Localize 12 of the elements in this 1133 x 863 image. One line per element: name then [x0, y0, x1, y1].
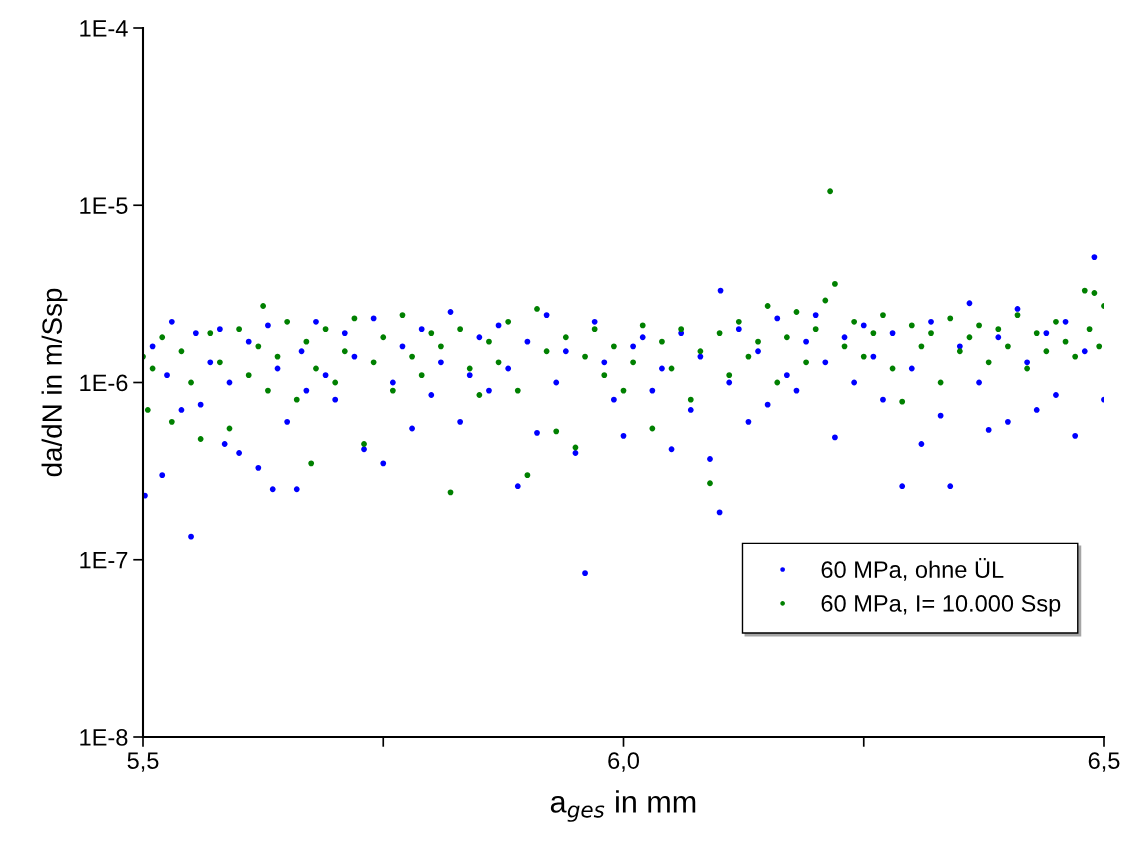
y-tick-label: 1E-6 [80, 374, 128, 392]
y-axis-title: da/dN in m/Ssp [41, 288, 68, 477]
y-tick-label: 1E-4 [80, 20, 128, 37]
y-tick-label: 1E-5 [80, 197, 128, 215]
x-tick-label: 5,5 [127, 752, 159, 772]
x-tick-label: 6,5 [1088, 752, 1120, 772]
y-tick-label: 1E-7 [80, 552, 128, 569]
x-axis-title: a$_{ges}$ in mm [550, 790, 696, 822]
legend-label: 60 MPa, I= 10.000 Ssp [821, 595, 1061, 617]
legend-label: 60 MPa, ohne ÜL [821, 558, 1004, 581]
x-tick-label: 6,0 [608, 752, 639, 772]
y-tick-label: 1E-8 [80, 729, 128, 746]
